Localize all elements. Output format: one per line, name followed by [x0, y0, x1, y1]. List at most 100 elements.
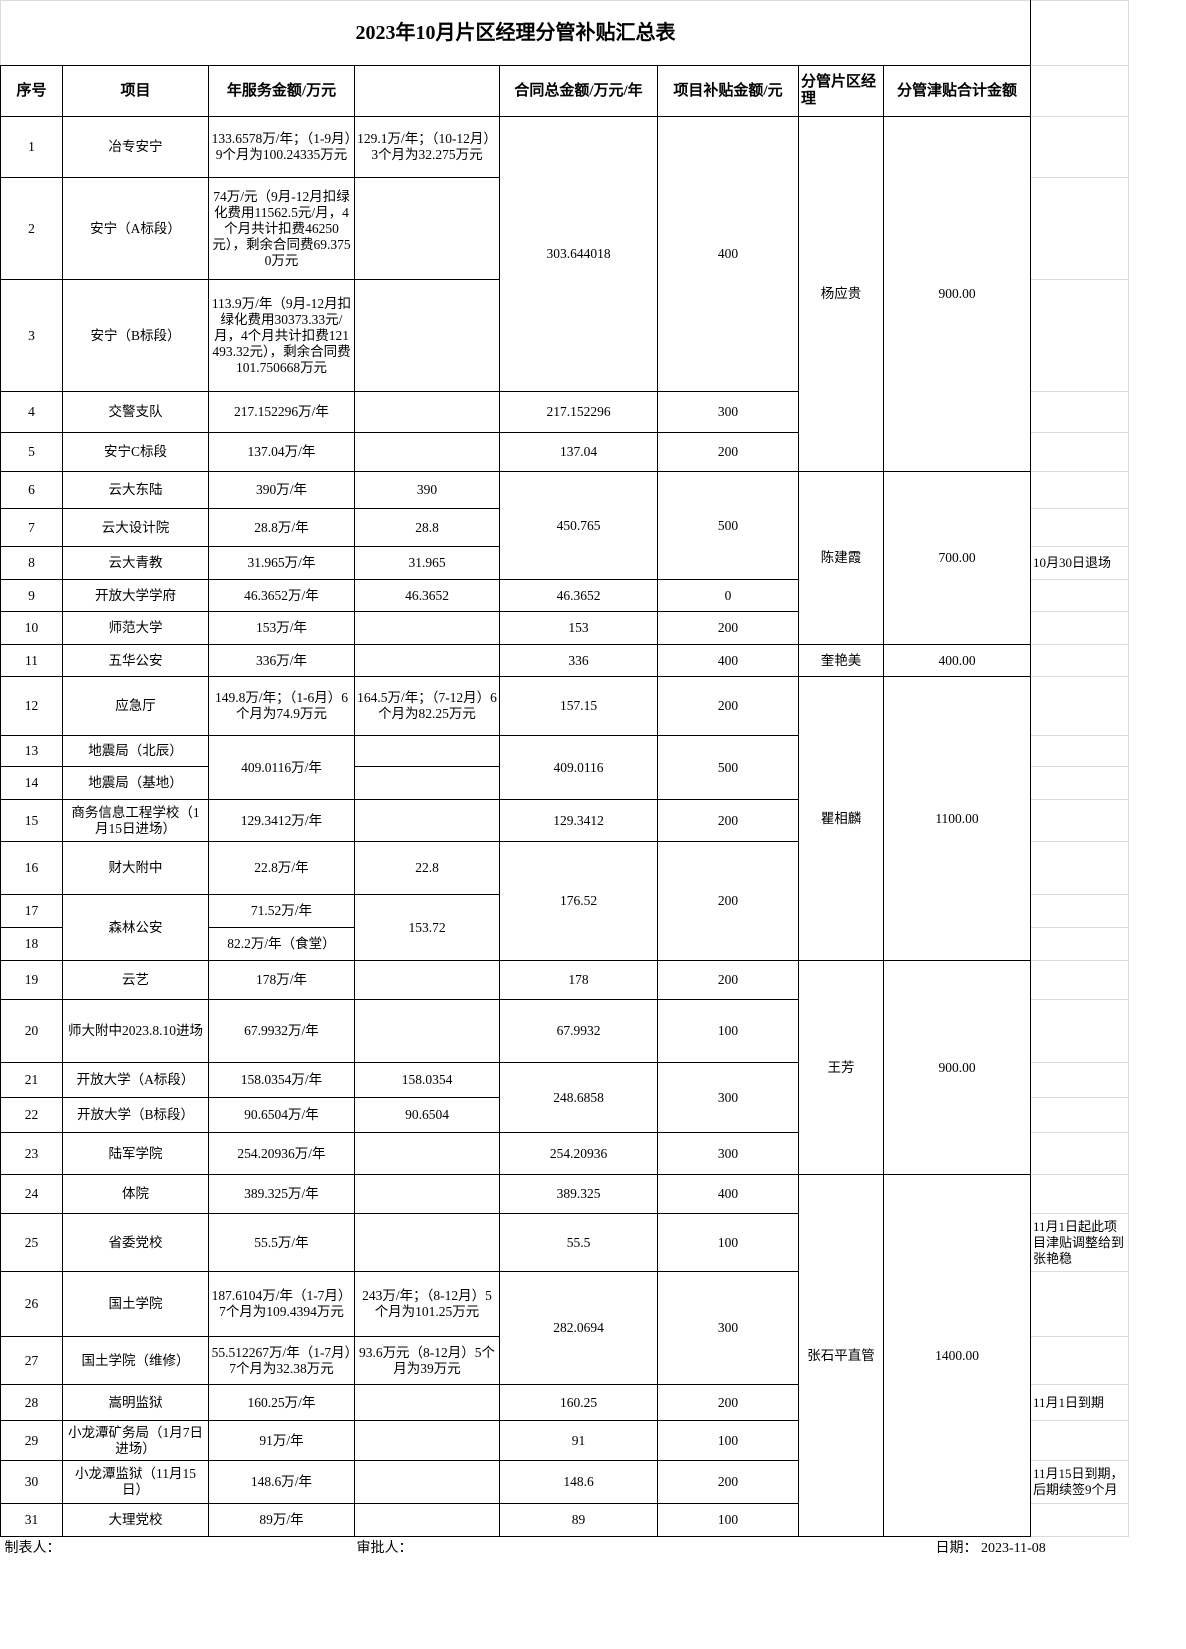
- contract-total: 91: [499, 1420, 658, 1461]
- contract-total: 67.9932: [499, 999, 658, 1063]
- contract-total: 55.5: [499, 1213, 658, 1272]
- annual-service-amount: 149.8万/年；（1-6月）6个月为74.9万元: [208, 676, 355, 736]
- row-number: 8: [0, 546, 63, 580]
- contract-total: 450.765: [499, 471, 658, 580]
- column-header: [354, 65, 500, 117]
- project-subsidy: 100: [657, 1213, 799, 1272]
- annual-service-amount: 82.2万/年（食堂）: [208, 927, 355, 961]
- manager-allowance-total: 1400.00: [883, 1174, 1031, 1537]
- row-number: 10: [0, 611, 63, 645]
- project-name: 云大设计院: [62, 508, 209, 547]
- note-cell: 11月1日到期: [1030, 1384, 1129, 1421]
- table-row: 15 商务信息工程学校（1月15日进场） 129.3412万/年 129.3412 20…: [0, 799, 1129, 842]
- annual-service-amount-2: [354, 799, 500, 842]
- annual-service-amount: 217.152296万/年: [208, 391, 355, 433]
- project-name: 师大附中2023.8.10进场: [62, 999, 209, 1063]
- note-cell: 11月1日起此项目津贴调整给到张艳稳: [1030, 1213, 1129, 1272]
- manager-allowance-total: 400.00: [883, 644, 1031, 677]
- annual-service-amount: 55.5万/年: [208, 1213, 355, 1272]
- annual-service-amount-2: 90.6504: [354, 1097, 500, 1133]
- project-name: 地震局（北辰）: [62, 735, 209, 767]
- note-cell: [1030, 611, 1129, 645]
- annual-service-amount: 89万/年: [208, 1503, 355, 1537]
- area-manager: 奎艳美: [798, 644, 884, 677]
- row-number: 20: [0, 999, 63, 1063]
- project-subsidy: 500: [657, 735, 799, 800]
- column-header: 分管片区经理: [798, 65, 884, 117]
- row-number: 14: [0, 766, 63, 800]
- contract-total: 282.0694: [499, 1271, 658, 1385]
- note-cell: [1030, 644, 1129, 677]
- area-manager: 瞿相麟: [798, 676, 884, 961]
- note-cell: [1030, 65, 1129, 117]
- row-number: 11: [0, 644, 63, 677]
- header-row: 序号 项目 年服务金额/万元 合同总金额/万元/年 项目补贴金额/元 分管片区经理 分管津贴…: [0, 65, 1129, 117]
- column-header: 年服务金额/万元: [208, 65, 355, 117]
- annual-service-amount: 178万/年: [208, 960, 355, 1000]
- project-subsidy: 200: [657, 1384, 799, 1421]
- annual-service-amount: 133.6578万/年；（1-9月）9个月为100.24335万元: [208, 116, 355, 178]
- note-cell: [1030, 391, 1129, 433]
- note-cell: [1030, 432, 1129, 472]
- row-number: 21: [0, 1062, 63, 1098]
- manager-allowance-total: 900.00: [883, 116, 1031, 472]
- row-number: 22: [0, 1097, 63, 1133]
- subsidy-summary-table: 2023年10月片区经理分管补贴汇总表 序号 项目 年服务金额/万元 合同总金额/万元/…: [0, 0, 1129, 1561]
- contract-total: 409.0116: [499, 735, 658, 800]
- title-row: 2023年10月片区经理分管补贴汇总表: [0, 0, 1129, 66]
- row-number: 1: [0, 116, 63, 178]
- row-number: 23: [0, 1132, 63, 1175]
- note-cell: [1030, 1271, 1129, 1337]
- project-name: 小龙潭监狱（11月15日）: [62, 1460, 209, 1504]
- project-name: 开放大学（A标段）: [62, 1062, 209, 1098]
- project-name: 冶专安宁: [62, 116, 209, 178]
- row-number: 9: [0, 579, 63, 612]
- row-number: 28: [0, 1384, 63, 1421]
- project-subsidy: 300: [657, 1132, 799, 1175]
- project-name: 五华公安: [62, 644, 209, 677]
- annual-service-amount-2: [354, 1384, 500, 1421]
- contract-total: 148.6: [499, 1460, 658, 1504]
- table-row: 4 交警支队 217.152296万/年 217.152296 300: [0, 391, 1129, 433]
- annual-service-amount-2: [354, 960, 500, 1000]
- annual-service-amount: 67.9932万/年: [208, 999, 355, 1063]
- annual-service-amount-2: [354, 1420, 500, 1461]
- project-name: 云大东陆: [62, 471, 209, 509]
- project-name: 师范大学: [62, 611, 209, 645]
- annual-service-amount-2: 390: [354, 471, 500, 509]
- annual-service-amount: 137.04万/年: [208, 432, 355, 472]
- row-number: 19: [0, 960, 63, 1000]
- note-cell: 11月15日到期，后期续签9个月: [1030, 1460, 1129, 1504]
- contract-total: 129.3412: [499, 799, 658, 842]
- annual-service-amount-2: [354, 611, 500, 645]
- annual-service-amount: 71.52万/年: [208, 894, 355, 928]
- area-manager: 陈建霞: [798, 471, 884, 645]
- project-name: 国土学院（维修）: [62, 1336, 209, 1385]
- manager-allowance-total: 700.00: [883, 471, 1031, 645]
- row-number: 31: [0, 1503, 63, 1537]
- row-number: 4: [0, 391, 63, 433]
- annual-service-amount: 113.9万/年（9月-12月扣绿化费用30373.33元/月，4个月共计扣费1…: [208, 279, 355, 392]
- row-number: 24: [0, 1174, 63, 1214]
- annual-service-amount-2: 22.8: [354, 841, 500, 895]
- project-name: 云艺: [62, 960, 209, 1000]
- contract-total: 160.25: [499, 1384, 658, 1421]
- project-name: 开放大学（B标段）: [62, 1097, 209, 1133]
- row-number: 29: [0, 1420, 63, 1461]
- table-row: 29 小龙潭矿务局（1月7日进场） 91万/年 91 100: [0, 1420, 1129, 1461]
- note-cell: [1030, 579, 1129, 612]
- note-cell: [1030, 1132, 1129, 1175]
- annual-service-amount-2: 28.8: [354, 508, 500, 547]
- note-cell: [1030, 1062, 1129, 1098]
- note-cell: [1030, 116, 1129, 178]
- annual-service-amount-2: 129.1万/年；（10-12月）3个月为32.275万元: [354, 116, 500, 178]
- row-number: 15: [0, 799, 63, 842]
- project-name: 应急厅: [62, 676, 209, 736]
- table-row: 22 开放大学（B标段） 90.6504万/年 90.6504: [0, 1097, 1129, 1133]
- footer-row: 制表人： 审批人： 日期： 2023-11-08: [1, 1537, 1129, 1561]
- area-manager: 王芳: [798, 960, 884, 1175]
- annual-service-amount-2: [354, 1460, 500, 1504]
- project-name: 体院: [62, 1174, 209, 1214]
- project-subsidy: 100: [657, 1503, 799, 1537]
- table-row: 20 师大附中2023.8.10进场 67.9932万/年 67.9932 100: [0, 999, 1129, 1063]
